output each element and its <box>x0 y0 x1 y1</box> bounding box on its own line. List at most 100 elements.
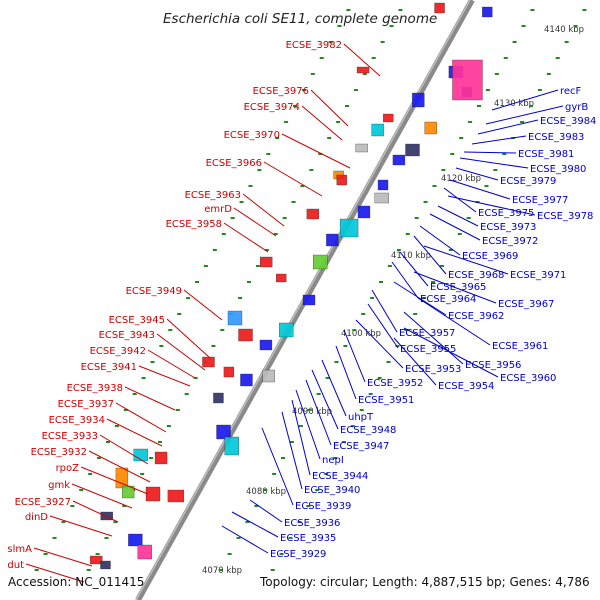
gene-label[interactable]: ECSE_3966 <box>206 158 262 169</box>
gene-label[interactable]: ECSE_3953 <box>405 364 461 375</box>
gene-label[interactable]: ECSE_3945 <box>109 315 165 326</box>
gene-feature[interactable] <box>224 436 239 456</box>
gene-feature[interactable] <box>202 356 215 368</box>
gene-label[interactable]: dinD <box>25 512 48 523</box>
gene-feature[interactable] <box>216 424 231 440</box>
gene-label[interactable]: ECSE_3967 <box>498 299 554 310</box>
gene-label[interactable]: ECSE_3949 <box>126 286 182 297</box>
gene-feature[interactable] <box>452 59 483 101</box>
gene-label[interactable]: ECSE_3971 <box>510 270 566 281</box>
gene-feature[interactable] <box>279 322 294 338</box>
gene-feature[interactable] <box>339 218 359 238</box>
gene-feature[interactable] <box>424 121 437 135</box>
gene-feature[interactable] <box>167 489 185 503</box>
gene-feature[interactable] <box>374 192 389 204</box>
gene-label[interactable]: ECSE_3968 <box>448 270 504 281</box>
gene-label[interactable]: ECSE_3955 <box>400 344 456 355</box>
gene-label[interactable]: ECSE_3941 <box>81 362 137 373</box>
gene-label[interactable]: ECSE_3934 <box>49 415 105 426</box>
gene-feature[interactable] <box>223 366 235 378</box>
gene-label[interactable]: gyrB <box>565 102 588 113</box>
gene-label[interactable]: ECSE_3965 <box>430 282 486 293</box>
gene-label[interactable]: nepI <box>322 455 344 466</box>
gene-feature[interactable] <box>405 143 420 157</box>
gene-feature[interactable] <box>137 544 152 560</box>
gene-label[interactable]: ECSE_3975 <box>478 208 534 219</box>
gene-label[interactable]: ECSE_3977 <box>512 195 568 206</box>
gene-label[interactable]: ECSE_3942 <box>90 346 146 357</box>
gene-label[interactable]: ECSE_3958 <box>166 219 222 230</box>
gene-feature[interactable] <box>306 208 320 220</box>
gene-label[interactable]: ECSE_3974 <box>244 102 300 113</box>
gene-label[interactable]: ECSE_3956 <box>465 360 521 371</box>
gene-feature[interactable] <box>213 392 224 404</box>
gene-label[interactable]: ECSE_3939 <box>295 501 351 512</box>
gene-label[interactable]: ECSE_3983 <box>528 132 584 143</box>
gene-feature[interactable] <box>128 533 143 547</box>
gene-label[interactable]: ECSE_3973 <box>480 222 536 233</box>
gene-label[interactable]: ECSE_3935 <box>280 533 336 544</box>
gene-label[interactable]: slmA <box>7 544 32 555</box>
gene-label[interactable]: ECSE_3937 <box>58 399 114 410</box>
gene-feature[interactable] <box>482 6 493 18</box>
gene-feature[interactable] <box>357 205 371 219</box>
gene-label[interactable]: ECSE_3963 <box>185 190 241 201</box>
gene-label[interactable]: ECSE_3944 <box>312 471 368 482</box>
gene-label[interactable]: recF <box>560 86 582 97</box>
gene-label[interactable]: ECSE_3979 <box>500 176 556 187</box>
gene-feature[interactable] <box>262 369 275 383</box>
gene-feature[interactable] <box>383 113 394 123</box>
gene-feature[interactable] <box>371 123 384 137</box>
gene-label[interactable]: ECSE_3932 <box>31 447 87 458</box>
gene-feature[interactable] <box>240 373 253 387</box>
gene-label[interactable]: ECSE_3984 <box>540 116 596 127</box>
gene-label[interactable]: ECSE_3940 <box>304 485 360 496</box>
gene-label[interactable]: dut <box>7 560 24 571</box>
gene-label[interactable]: gmk <box>48 480 70 491</box>
gene-label[interactable]: ECSE_3961 <box>492 341 548 352</box>
gene-feature[interactable] <box>100 511 113 521</box>
gene-feature[interactable] <box>145 486 161 502</box>
gene-label[interactable]: ECSE_3936 <box>284 518 340 529</box>
gene-feature[interactable] <box>434 2 445 14</box>
gene-feature[interactable] <box>260 256 273 268</box>
gene-feature[interactable] <box>356 66 370 74</box>
gene-feature[interactable] <box>336 174 347 186</box>
gene-feature[interactable] <box>276 273 287 283</box>
gene-label[interactable]: emrD <box>204 204 232 215</box>
gene-feature[interactable] <box>377 179 389 191</box>
gene-label[interactable]: ECSE_3981 <box>518 149 574 160</box>
gene-label[interactable]: ECSE_3954 <box>438 381 494 392</box>
gene-label[interactable]: ECSE_3952 <box>367 378 423 389</box>
gene-feature[interactable] <box>326 233 339 247</box>
gene-feature[interactable] <box>227 310 243 326</box>
gene-feature[interactable] <box>412 92 425 108</box>
gene-label[interactable]: uhpT <box>348 412 374 423</box>
gene-label[interactable]: ECSE_3970 <box>224 130 280 141</box>
gene-feature[interactable] <box>313 254 328 270</box>
gene-label[interactable]: ECSE_3947 <box>333 441 389 452</box>
gene-label[interactable]: ECSE_3933 <box>42 431 98 442</box>
gene-feature[interactable] <box>259 339 273 351</box>
gene-label[interactable]: ECSE_3982 <box>286 40 342 51</box>
gene-label[interactable]: ECSE_3951 <box>358 395 414 406</box>
gene-label[interactable]: ECSE_3978 <box>537 211 593 222</box>
gene-label[interactable]: ECSE_3957 <box>399 328 455 339</box>
gene-label[interactable]: ECSE_3976 <box>253 86 309 97</box>
gene-label[interactable]: ECSE_3943 <box>99 330 155 341</box>
gene-label[interactable]: ECSE_3938 <box>67 383 123 394</box>
gene-feature[interactable] <box>302 294 316 306</box>
gene-feature[interactable] <box>154 451 168 465</box>
gene-feature[interactable] <box>392 154 406 166</box>
gene-label[interactable]: ECSE_3972 <box>482 236 538 247</box>
gene-feature[interactable] <box>90 555 103 565</box>
gene-label[interactable]: ECSE_3948 <box>340 425 396 436</box>
gene-feature[interactable] <box>238 328 253 342</box>
gene-label[interactable]: ECSE_3927 <box>15 497 71 508</box>
gene-label[interactable]: ECSE_3929 <box>270 549 326 560</box>
gene-label[interactable]: ECSE_3980 <box>530 164 586 175</box>
gene-label[interactable]: rpoZ <box>56 463 80 474</box>
gene-label[interactable]: ECSE_3962 <box>448 311 504 322</box>
gene-feature[interactable] <box>355 143 368 153</box>
gene-label[interactable]: ECSE_3964 <box>420 294 476 305</box>
